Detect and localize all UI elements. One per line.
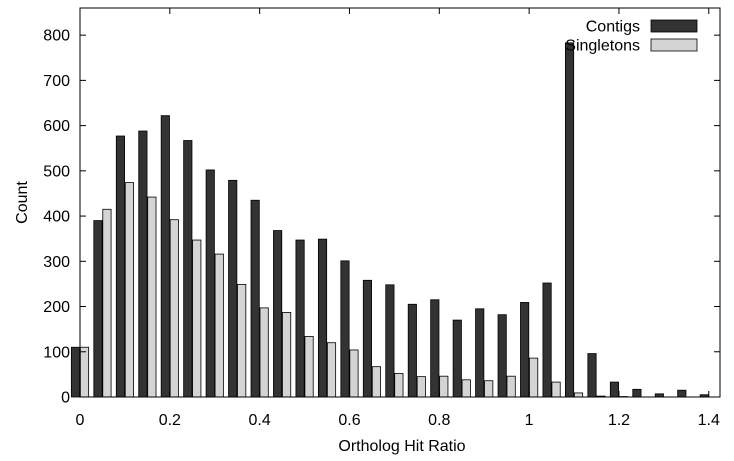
bar-singletons-11 bbox=[326, 342, 337, 398]
bar-contigs-27 bbox=[677, 389, 687, 398]
bar-singletons-14 bbox=[394, 373, 404, 398]
bar-contigs-17 bbox=[452, 319, 462, 398]
bar-contigs-12 bbox=[340, 260, 350, 398]
bar-singletons-4 bbox=[169, 219, 179, 398]
bar-singletons-1 bbox=[102, 208, 112, 398]
x-tick-label: 1 bbox=[525, 412, 534, 429]
bar-contigs-25 bbox=[632, 388, 642, 398]
bar-singletons-18 bbox=[484, 380, 494, 398]
bar-contigs-18 bbox=[475, 308, 485, 398]
legend: Contigs Singletons bbox=[565, 19, 698, 55]
bar-contigs-6 bbox=[205, 169, 215, 398]
bar-contigs-3 bbox=[138, 130, 148, 398]
bar-singletons-10 bbox=[304, 335, 314, 398]
bar-contigs-0 bbox=[70, 346, 81, 398]
y-tick-label: 800 bbox=[43, 28, 70, 45]
legend-swatch-contigs bbox=[650, 19, 698, 33]
bar-contigs-22 bbox=[564, 42, 575, 398]
x-tick-label: 0 bbox=[76, 412, 85, 429]
bar-contigs-9 bbox=[273, 230, 283, 398]
x-tick-label: 0.8 bbox=[428, 412, 450, 429]
y-tick-label: 100 bbox=[43, 344, 70, 361]
y-tick-label: 0 bbox=[61, 390, 70, 407]
bar-contigs-20 bbox=[520, 302, 530, 398]
bar-contigs-21 bbox=[542, 282, 552, 398]
legend-label-singletons: Singletons bbox=[565, 38, 640, 55]
bar-contigs-1 bbox=[93, 220, 103, 398]
bar-singletons-20 bbox=[529, 357, 539, 398]
y-tick-label: 500 bbox=[43, 163, 70, 180]
y-tick-label: 600 bbox=[43, 118, 70, 135]
bar-contigs-16 bbox=[430, 299, 440, 398]
bar-singletons-13 bbox=[371, 366, 381, 398]
bar-singletons-16 bbox=[439, 375, 449, 398]
y-tick-label: 400 bbox=[43, 209, 70, 226]
bar-contigs-2 bbox=[115, 135, 125, 398]
bar-singletons-8 bbox=[259, 307, 269, 398]
x-axis-label: Ortholog Hit Ratio bbox=[338, 438, 465, 455]
bar-singletons-2 bbox=[124, 182, 134, 398]
bar-singletons-17 bbox=[461, 379, 471, 398]
bar-singletons-19 bbox=[506, 375, 516, 398]
bar-contigs-14 bbox=[385, 284, 395, 398]
plot-frame bbox=[79, 7, 721, 398]
bar-contigs-15 bbox=[407, 303, 417, 398]
bar-singletons-0 bbox=[79, 346, 90, 398]
bar-contigs-24 bbox=[609, 381, 620, 398]
bar-contigs-5 bbox=[183, 140, 193, 398]
legend-swatch-singletons bbox=[650, 38, 698, 52]
bar-singletons-21 bbox=[551, 381, 561, 398]
bar-singletons-5 bbox=[192, 239, 202, 398]
y-tick-label: 300 bbox=[43, 254, 70, 271]
bar-contigs-10 bbox=[295, 239, 305, 398]
x-tick-label: 1.4 bbox=[698, 412, 720, 429]
bar-singletons-7 bbox=[237, 283, 247, 398]
bars-layer bbox=[70, 42, 709, 398]
x-tick-label: 1.2 bbox=[608, 412, 630, 429]
bar-contigs-8 bbox=[250, 199, 260, 398]
bar-contigs-7 bbox=[228, 179, 238, 398]
y-tick-label: 700 bbox=[43, 73, 70, 90]
bar-singletons-12 bbox=[349, 349, 359, 398]
bar-singletons-15 bbox=[416, 376, 426, 398]
x-tick-label: 0.4 bbox=[249, 412, 271, 429]
y-axis-label: Count bbox=[14, 181, 31, 224]
bar-contigs-23 bbox=[587, 353, 597, 398]
legend-label-contigs: Contigs bbox=[586, 19, 640, 36]
y-tick-label: 200 bbox=[43, 299, 70, 316]
axis-ticks-layer: 0 100 200 300 400 500 600 700 800 0 0.2 0.4 0.6 0.8 1 1… bbox=[43, 8, 720, 429]
bar-contigs-13 bbox=[362, 279, 372, 398]
bar-contigs-4 bbox=[160, 115, 170, 398]
bar-contigs-19 bbox=[497, 314, 507, 398]
x-tick-label: 0.2 bbox=[159, 412, 181, 429]
bar-singletons-9 bbox=[282, 312, 292, 398]
x-tick-label: 0.6 bbox=[338, 412, 360, 429]
bar-singletons-6 bbox=[214, 253, 224, 398]
bar-singletons-3 bbox=[147, 196, 157, 398]
bar-contigs-11 bbox=[317, 238, 328, 398]
bar-singletons-22 bbox=[573, 392, 584, 398]
